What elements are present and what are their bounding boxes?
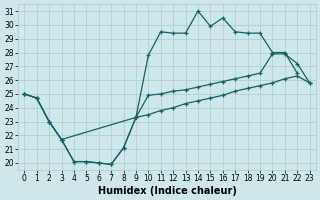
X-axis label: Humidex (Indice chaleur): Humidex (Indice chaleur)	[98, 186, 236, 196]
